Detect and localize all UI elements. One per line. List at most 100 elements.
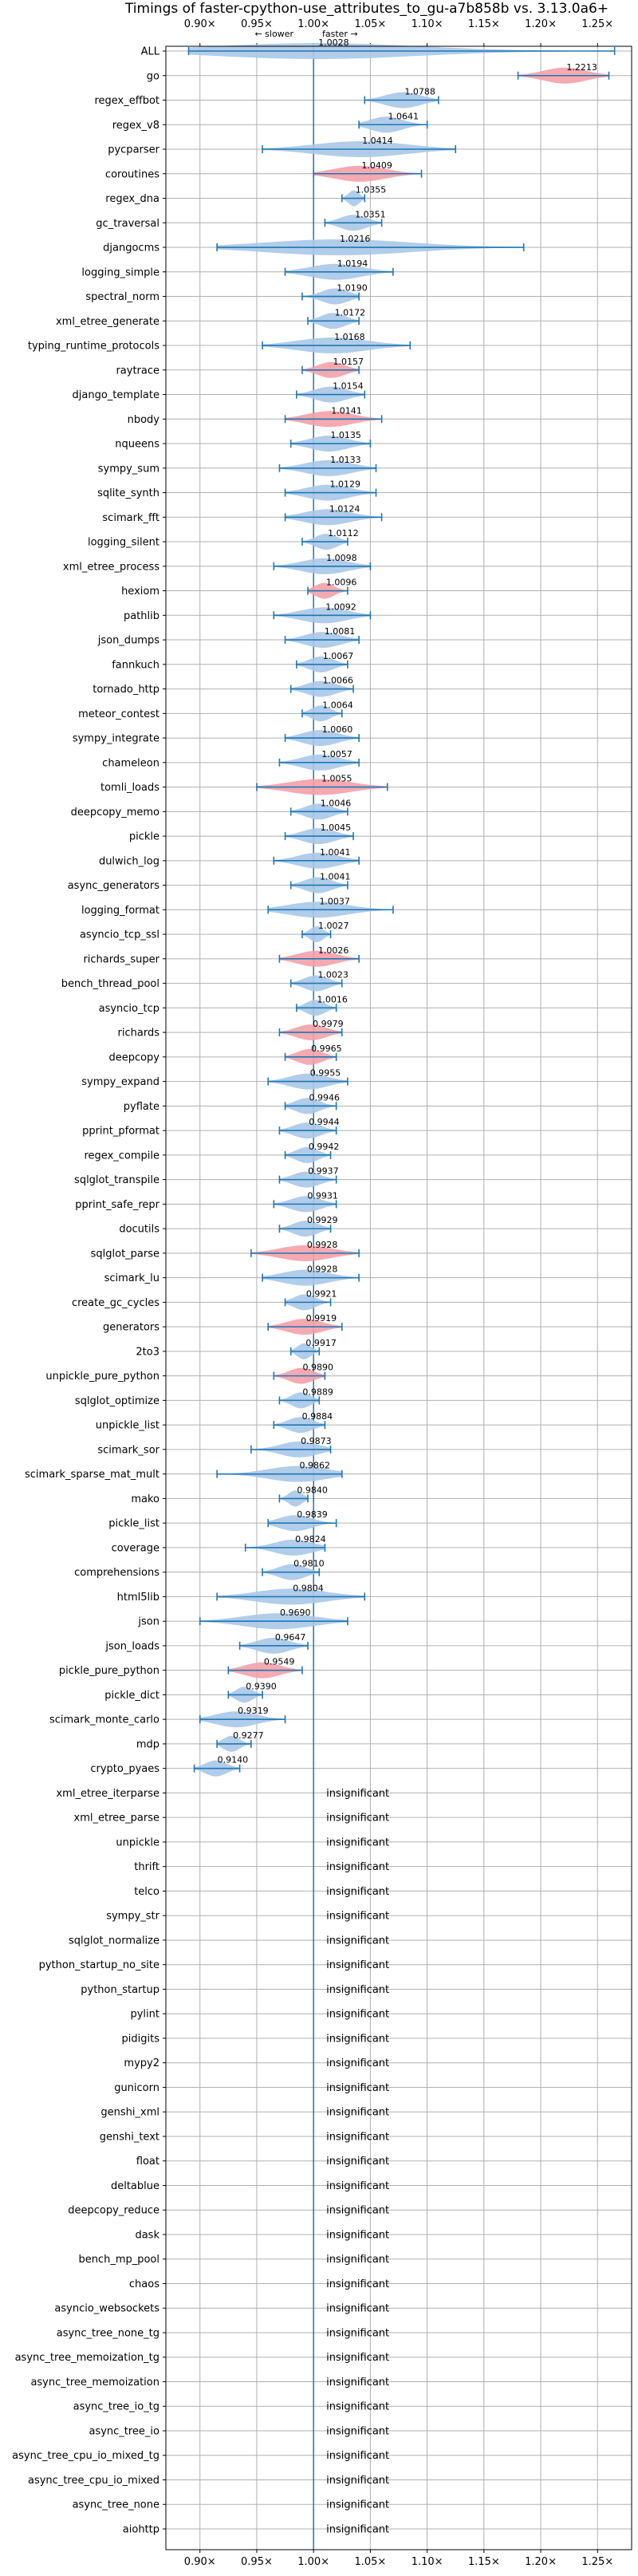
- insignificant-label: insignificant: [326, 2327, 389, 2339]
- category-label: deepcopy_reduce: [68, 2205, 160, 2217]
- slower-hint: ← slower: [254, 29, 293, 39]
- value-label: 1.2213: [566, 62, 597, 73]
- category-label: docutils: [119, 1224, 160, 1236]
- category-label: bench_mp_pool: [78, 2254, 160, 2266]
- category-label: bench_thread_pool: [61, 978, 160, 990]
- category-label: create_gc_cycles: [72, 1297, 160, 1309]
- value-label: 1.0154: [333, 381, 364, 392]
- insignificant-label: insignificant: [326, 2205, 389, 2217]
- value-label: 1.0351: [355, 209, 386, 219]
- insignificant-label: insignificant: [326, 2254, 389, 2266]
- value-label: 0.9928: [307, 1264, 338, 1275]
- category-label: regex_dna: [105, 193, 160, 205]
- bottom-tick-label: 0.90×: [184, 2556, 216, 2568]
- category-label: 2to3: [136, 1346, 160, 1358]
- value-label: 1.0041: [320, 872, 351, 882]
- category-label: async_tree_cpu_io_mixed: [28, 2475, 160, 2487]
- value-label: 0.9690: [280, 1608, 311, 1618]
- category-label: async_tree_io_tg: [73, 2401, 160, 2413]
- value-label: 0.9824: [295, 1534, 326, 1544]
- bottom-tick-label: 1.05×: [354, 2556, 386, 2568]
- category-label: async_tree_none: [73, 2499, 160, 2511]
- insignificant-label: insignificant: [326, 2009, 389, 2021]
- category-label: scimark_sor: [97, 1444, 160, 1456]
- bottom-tick-label: 1.20×: [525, 2556, 557, 2568]
- violins: [187, 43, 616, 2550]
- category-label: asyncio_tcp_ssl: [80, 929, 160, 941]
- category-label: dask: [135, 2229, 160, 2241]
- value-label: 1.0023: [317, 970, 349, 980]
- category-label: go: [147, 70, 160, 82]
- category-label: comprehensions: [74, 1567, 160, 1579]
- value-label: 1.0129: [330, 479, 361, 490]
- category-label: unpickle_pure_python: [45, 1371, 160, 1383]
- insignificant-label: insignificant: [326, 2278, 389, 2290]
- category-label: coroutines: [105, 168, 160, 180]
- value-label: 0.9804: [293, 1583, 324, 1593]
- insignificant-label: insignificant: [326, 2377, 389, 2389]
- value-label: 0.9873: [301, 1436, 332, 1446]
- insignificant-label: insignificant: [326, 1935, 389, 1947]
- grid-lines: [166, 46, 632, 2550]
- value-label: 0.9890: [303, 1363, 334, 1373]
- category-label: pickle: [129, 831, 160, 843]
- category-label: sympy_expand: [81, 1076, 160, 1088]
- top-tick-label: 1.25×: [581, 18, 613, 30]
- category-label: sympy_str: [106, 1911, 160, 1923]
- category-label: pickle_pure_python: [59, 1665, 160, 1677]
- value-label: 0.9931: [307, 1190, 338, 1201]
- insignificant-label: insignificant: [326, 1886, 389, 1898]
- value-label: 0.9839: [297, 1509, 328, 1520]
- category-labels: ALL go regex_effbot regex_v8 pycparser corout…: [12, 46, 166, 2536]
- insignificant-label: insignificant: [326, 2352, 389, 2364]
- category-label: json: [137, 1616, 160, 1628]
- value-label: 1.0141: [331, 405, 362, 416]
- top-tick-label: 0.90×: [184, 18, 216, 30]
- category-label: json_dumps: [97, 635, 160, 647]
- value-label: 1.0135: [330, 430, 361, 440]
- insignificant-label: insignificant: [326, 2180, 389, 2192]
- value-label: 1.0055: [321, 774, 352, 784]
- category-label: chaos: [129, 2278, 160, 2290]
- category-label: pycparser: [108, 144, 160, 156]
- category-label: deepcopy: [108, 1051, 160, 1063]
- category-label: richards_super: [83, 953, 160, 965]
- value-label: 1.0096: [326, 578, 357, 588]
- insignificant-label: insignificant: [326, 2082, 389, 2094]
- category-label: pyflate: [124, 1101, 160, 1113]
- bottom-tick-label: 1.10×: [412, 2556, 443, 2568]
- category-label: mdp: [136, 1738, 160, 1750]
- bottom-tick-label: 1.25×: [581, 2556, 613, 2568]
- category-label: asyncio_websockets: [54, 2303, 160, 2315]
- category-label: async_tree_io: [89, 2425, 160, 2437]
- value-label: 0.9919: [306, 1313, 337, 1324]
- value-label: 1.0788: [404, 87, 435, 97]
- category-label: regex_compile: [84, 1150, 160, 1162]
- category-label: scimark_monte_carlo: [49, 1714, 160, 1726]
- category-label: sqlglot_parse: [91, 1248, 160, 1260]
- category-label: nqueens: [115, 439, 160, 451]
- category-label: mypy2: [124, 2057, 160, 2069]
- insignificant-label: insignificant: [326, 1911, 389, 1923]
- value-label: 1.0046: [321, 798, 352, 808]
- bottom-tick-label: 1.00×: [297, 2556, 329, 2568]
- value-label: 1.0216: [340, 234, 371, 244]
- category-label: dulwich_log: [99, 855, 160, 867]
- category-label: generators: [103, 1322, 160, 1334]
- top-tick-label: 0.95×: [241, 18, 273, 30]
- category-label: genshi_xml: [100, 2107, 160, 2119]
- category-label: regex_v8: [112, 120, 160, 132]
- category-label: async_tree_memoization: [30, 2377, 160, 2389]
- insignificant-label: insignificant: [326, 2450, 389, 2462]
- category-label: python_startup: [81, 1984, 160, 1996]
- value-label: 1.0190: [337, 283, 368, 294]
- value-label: 1.0194: [337, 258, 368, 269]
- category-label: deepcopy_memo: [71, 807, 160, 819]
- value-label: 0.9862: [300, 1461, 331, 1471]
- insignificant-label: insignificant: [326, 1861, 389, 1873]
- category-label: telco: [134, 1886, 160, 1898]
- value-label: 1.0409: [361, 160, 392, 171]
- category-label: async_tree_cpu_io_mixed_tg: [12, 2450, 160, 2462]
- value-label: 1.0028: [318, 37, 349, 48]
- category-label: gunicorn: [114, 2082, 160, 2094]
